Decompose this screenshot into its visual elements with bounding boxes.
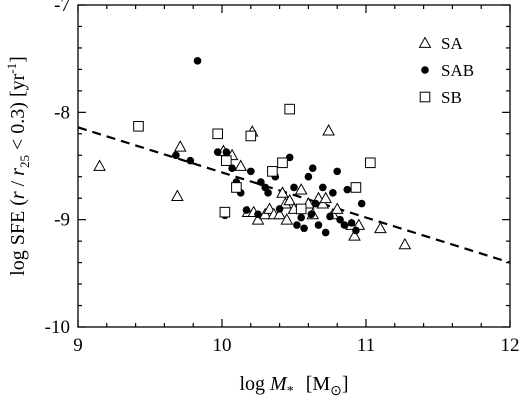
point-sa [173, 140, 187, 152]
point-sab [290, 183, 298, 192]
x-axis-label-pre: log [239, 373, 270, 395]
point-sa [234, 159, 248, 171]
x-tick-label: 12 [501, 335, 520, 356]
legend-label-sa: SA [441, 34, 463, 53]
point-sab [293, 221, 301, 229]
legend: SA SAB SB [418, 34, 474, 107]
point-sab [247, 167, 255, 176]
point-sb [221, 155, 232, 166]
point-sa [93, 159, 106, 171]
point-sb [365, 157, 376, 169]
x-tick-label: 10 [213, 335, 232, 356]
plot-area-frame [77, 4, 511, 328]
point-sb [350, 182, 362, 193]
legend-marker-sab [421, 66, 429, 74]
point-sa [319, 191, 333, 204]
point-sab [329, 189, 337, 197]
point-sab [304, 172, 313, 181]
fit-line [78, 126, 510, 264]
point-sab [213, 148, 222, 156]
point-sb [295, 203, 307, 215]
x-tick-labels: 9 10 11 12 [73, 335, 519, 356]
y-tick-label: -8 [54, 102, 70, 123]
data-points [93, 57, 412, 250]
point-sa [294, 183, 308, 195]
point-sab [254, 210, 262, 219]
x-axis-label-unit-sub: ⊙ [330, 384, 342, 399]
point-sab [336, 215, 344, 224]
x-tick-label: 11 [357, 335, 375, 356]
point-sab [186, 156, 195, 165]
point-sa [171, 189, 184, 201]
point-sb [212, 128, 223, 140]
point-sa [273, 207, 286, 220]
point-sb [267, 166, 278, 177]
x-tick-label: 9 [73, 335, 83, 356]
x-axis-label: log M* [M⊙] [239, 373, 348, 399]
legend-label-sab: SAB [441, 61, 474, 80]
x-axis-label-unit-end: ] [342, 373, 349, 395]
y-tick-label: -10 [45, 317, 70, 338]
point-sa [330, 202, 344, 214]
axis-ticks [77, 4, 511, 328]
point-sb [245, 130, 257, 142]
x-axis-label-main: M [269, 373, 288, 395]
y-tick-label: -7 [54, 0, 70, 16]
point-sab [347, 219, 356, 227]
point-sa [283, 193, 297, 206]
point-sab [275, 205, 284, 213]
point-sab [308, 164, 317, 172]
point-sab [193, 57, 202, 65]
point-sab [333, 167, 342, 176]
legend-marker-sa [418, 36, 432, 48]
point-sab [285, 153, 294, 162]
x-axis-label-sub: * [287, 384, 294, 399]
point-sb [219, 206, 231, 218]
point-sa [348, 229, 361, 241]
point-sb [231, 182, 242, 193]
legend-label-sb: SB [441, 88, 462, 107]
point-sab [307, 210, 316, 219]
x-axis-label-unit: [M [306, 373, 331, 395]
point-sa [280, 213, 294, 225]
y-axis-label: log SFE (r / r25 < 0.3) [yr-1] [4, 56, 32, 276]
point-sab [311, 199, 320, 208]
y-tick-labels: -10 -9 -8 -7 [45, 0, 70, 338]
point-sab [321, 228, 330, 237]
point-sa [276, 186, 289, 198]
point-sa [322, 124, 335, 136]
point-sab [242, 206, 251, 214]
point-sb [133, 120, 144, 132]
point-sab [264, 189, 272, 197]
legend-marker-sb [419, 91, 431, 103]
point-sab [172, 151, 180, 160]
point-sab [326, 212, 334, 221]
point-sb [277, 157, 288, 169]
point-sab [314, 221, 323, 229]
point-sab [300, 224, 308, 233]
point-sb [284, 103, 295, 115]
point-sab [319, 183, 327, 192]
point-sab [352, 226, 360, 235]
point-sa [374, 221, 387, 234]
point-sab [228, 164, 236, 172]
point-sab [257, 178, 265, 186]
point-sab [222, 148, 231, 156]
point-sa [398, 237, 412, 250]
point-sab [340, 221, 349, 229]
y-tick-label: -9 [54, 210, 70, 231]
point-sab [357, 199, 366, 208]
point-sab [343, 185, 352, 194]
point-sab [297, 213, 306, 222]
